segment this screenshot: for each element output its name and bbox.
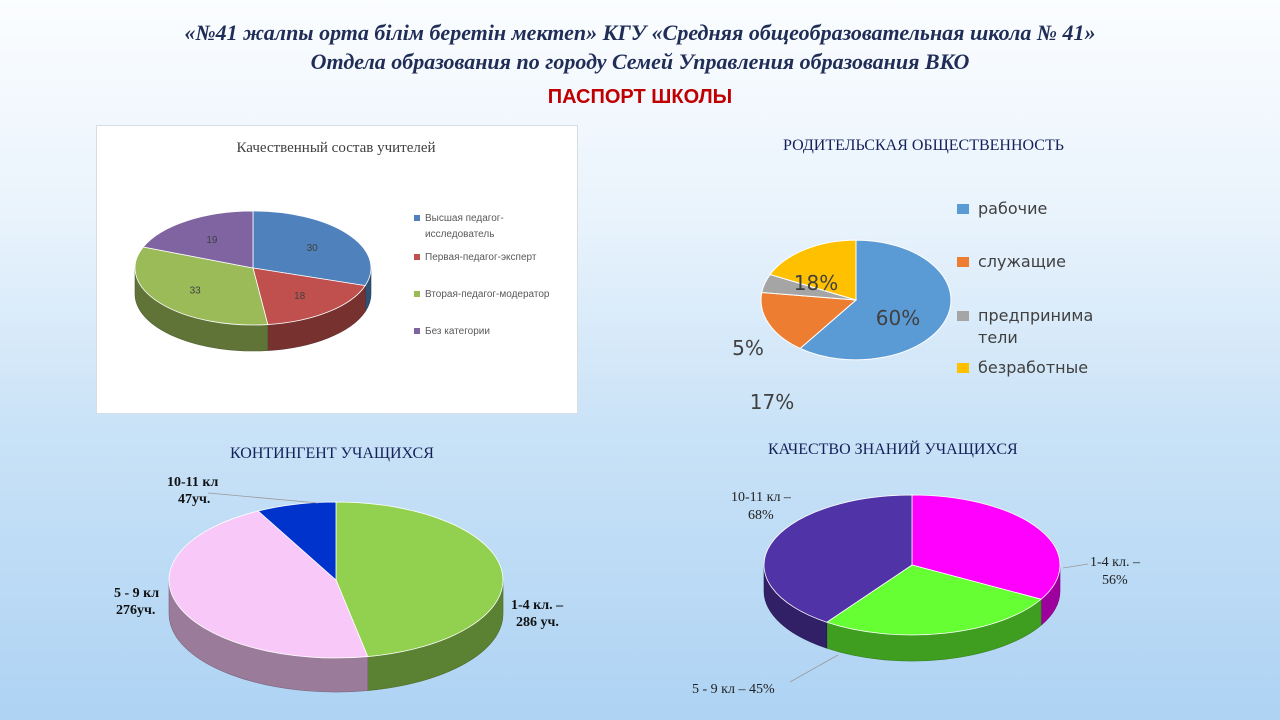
teachers-legend-swatch [414, 215, 420, 221]
quality-label-10-11: 10-11 кл – [731, 490, 792, 505]
teachers-slice-0 [252, 210, 372, 287]
students-label-1-4: 1-4 кл. – [511, 598, 564, 613]
teachers-legend-swatch [414, 254, 420, 260]
parents-legend-label: рабочие [978, 199, 1047, 218]
teachers-pie [134, 210, 372, 352]
parents-slice-0 [799, 239, 952, 361]
teachers-slice-1 [252, 267, 366, 325]
quality-label-1-4-value: 56% [1102, 573, 1128, 588]
students-label-1-4-count: 286 уч. [516, 615, 559, 630]
students-label-10-11: 10-11 кл [167, 475, 218, 490]
teachers-data-label: 30 [307, 243, 319, 254]
parents-slice-1 [760, 291, 858, 350]
teachers-legend-swatch [414, 328, 420, 334]
students-slice-2 [257, 501, 337, 581]
teachers-legend-label: Вторая-педагог-модератор [425, 289, 550, 300]
teachers-data-label: 33 [190, 286, 202, 297]
parents-chart-title: РОДИТЕЛЬСКАЯ ОБЩЕСТВЕННОСТЬ [783, 137, 1064, 154]
header-line-2: Отдела образования по городу Семей Управ… [310, 49, 970, 74]
teachers-chart-title: Качественный состав учителей [236, 140, 435, 156]
parents-data-label: 60% [876, 306, 920, 330]
parents-pie [760, 239, 952, 361]
teachers-data-label: 19 [206, 235, 218, 246]
parents-legend-label: предпринима тели [978, 306, 1093, 347]
parents-data-label: 18% [794, 271, 838, 295]
quality-label-10-11-value: 68% [748, 508, 774, 523]
parents-legend-label: служащие [978, 252, 1066, 271]
students-slice-1 [168, 510, 369, 659]
teachers-legend-label: Первая-педагог-эксперт [425, 252, 537, 263]
parents-slice-3 [769, 239, 857, 301]
parents-legend-label: безработные [978, 358, 1088, 377]
quality-label-5-9: 5 - 9 кл – 45% [692, 682, 775, 697]
header-line-1: «№41 жалпы орта білім беретін мектеп» КГ… [184, 20, 1096, 45]
students-chart-title: КОНТИНГЕНТ УЧАЩИХСЯ [230, 445, 434, 462]
teachers-legend-label: Высшая педагог-исследователь [425, 213, 504, 240]
teachers-data-label: 18 [294, 291, 306, 302]
quality-leader-line [789, 654, 839, 683]
teachers-legend-swatch [414, 291, 420, 297]
quality-label-1-4: 1-4 кл. – [1090, 555, 1141, 570]
quality-pie [763, 494, 1061, 662]
page-title: ПАСПОРТ ШКОЛЫ [547, 86, 733, 108]
quality-slice-0 [911, 494, 1061, 600]
parents-data-label: 5% [732, 336, 764, 360]
quality-slice-1 [825, 564, 1042, 636]
students-label-5-9-count: 276уч. [116, 603, 155, 618]
students-leader-line [207, 492, 319, 504]
quality-leader-line [1062, 563, 1089, 569]
parents-legend-swatch [957, 363, 969, 373]
quality-slice-2 [763, 494, 913, 623]
teachers-slice-2 [134, 246, 269, 326]
parents-legend-swatch [957, 257, 969, 267]
teachers-slice-3 [142, 210, 254, 269]
teachers-legend-label: Без категории [425, 326, 490, 337]
quality-chart-title: КАЧЕСТВО ЗНАНИЙ УЧАЩИХСЯ [768, 441, 1018, 458]
students-label-5-9: 5 - 9 кл [114, 586, 159, 601]
students-label-10-11-count: 47уч. [178, 492, 210, 507]
parents-legend-swatch [957, 204, 969, 214]
parents-legend-swatch [957, 311, 969, 321]
students-pie [168, 501, 504, 693]
parents-data-label: 17% [750, 390, 794, 414]
students-slice-0 [335, 501, 504, 658]
